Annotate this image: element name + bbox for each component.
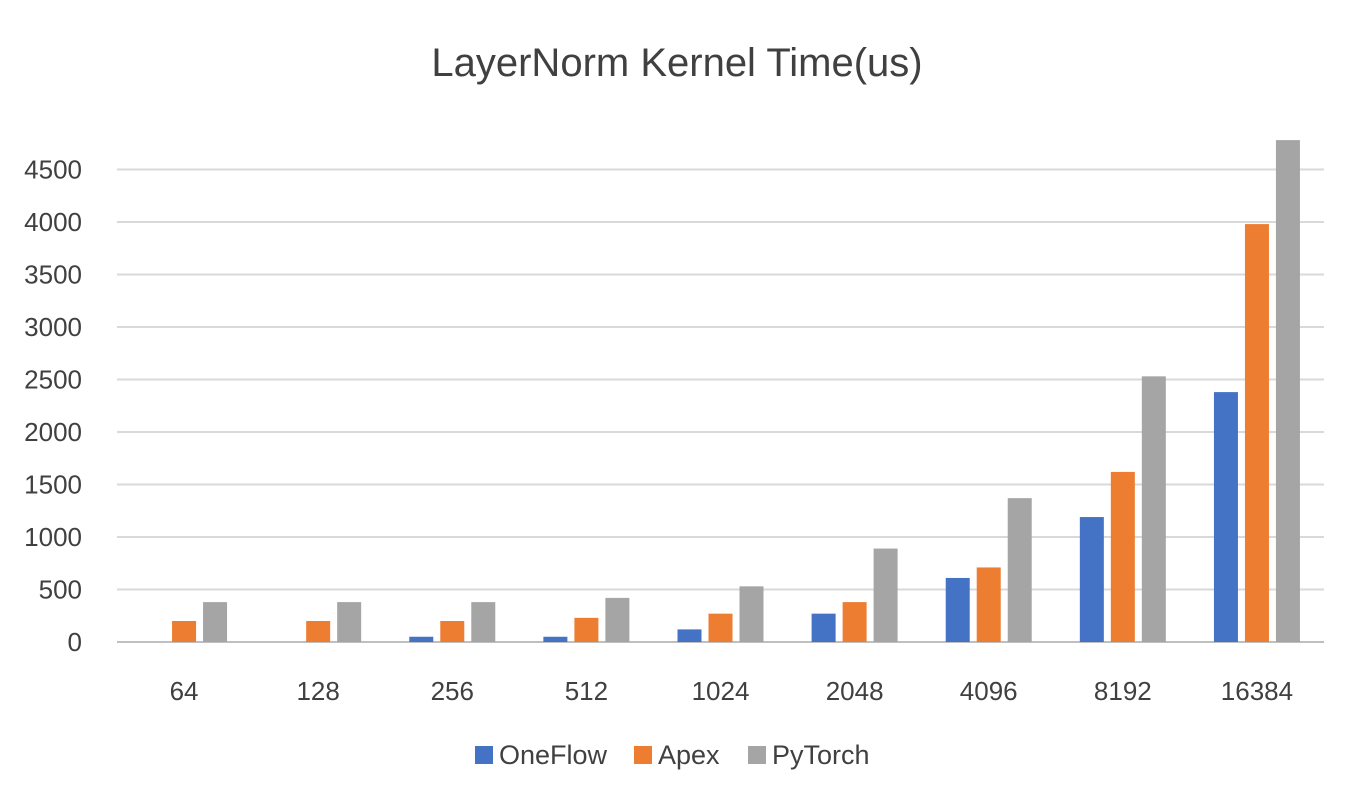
chart-title: LayerNorm Kernel Time(us)	[431, 41, 922, 85]
x-tick-label: 64	[170, 676, 199, 706]
bar-apex-4096	[976, 567, 1001, 642]
legend-swatch-oneflow	[475, 746, 493, 764]
bar-apex-256	[440, 621, 465, 642]
x-axis-tick-labels: 64 128 256 512 1024 2048 4096 8192 16384	[170, 676, 1294, 706]
bar-pytorch-128	[337, 602, 362, 642]
legend: OneFlow Apex PyTorch	[475, 740, 870, 770]
bar-oneflow-256	[409, 636, 434, 642]
bar-apex-1024	[708, 613, 733, 642]
bar-oneflow-4096	[945, 577, 970, 642]
y-tick-label: 500	[39, 575, 82, 605]
bar-apex-8192	[1110, 471, 1135, 642]
y-tick-label: 2000	[24, 417, 82, 447]
x-tick-label: 128	[296, 676, 339, 706]
y-tick-label: 4500	[24, 155, 82, 185]
x-tick-label: 16384	[1221, 676, 1293, 706]
bar-oneflow-1024	[677, 629, 702, 642]
legend-swatch-apex	[634, 746, 652, 764]
y-tick-label: 4000	[24, 207, 82, 237]
bar-oneflow-8192	[1079, 517, 1104, 642]
bar-pytorch-16384	[1275, 140, 1300, 642]
x-tick-label: 4096	[960, 676, 1018, 706]
x-tick-label: 512	[565, 676, 608, 706]
x-tick-label: 2048	[826, 676, 884, 706]
legend-label-apex: Apex	[658, 740, 720, 770]
legend-label-pytorch: PyTorch	[772, 740, 870, 770]
bar-pytorch-512	[605, 597, 630, 642]
bar-apex-16384	[1244, 224, 1269, 642]
bar-apex-64	[172, 621, 197, 642]
bar-pytorch-8192	[1141, 376, 1166, 642]
x-tick-label: 256	[431, 676, 474, 706]
bar-pytorch-256	[471, 602, 496, 642]
x-tick-label: 8192	[1094, 676, 1152, 706]
y-tick-label: 0	[68, 627, 82, 657]
y-axis-tick-labels: 0 500 1000 1500 2000 2500 3000 3500 4000 4500	[24, 155, 82, 658]
bar-apex-128	[306, 621, 331, 642]
bar-oneflow-512	[543, 636, 568, 642]
x-tick-label: 1024	[692, 676, 750, 706]
bar-pytorch-4096	[1007, 498, 1032, 642]
legend-swatch-pytorch	[748, 746, 766, 764]
bar-oneflow-2048	[811, 613, 836, 642]
y-tick-label: 2500	[24, 365, 82, 395]
legend-label-oneflow: OneFlow	[499, 740, 608, 770]
y-tick-label: 3500	[24, 260, 82, 290]
bar-pytorch-1024	[739, 586, 764, 642]
bar-pytorch-64	[203, 602, 228, 642]
bars	[172, 140, 1300, 642]
bar-oneflow-16384	[1213, 392, 1238, 642]
bar-apex-512	[574, 617, 599, 642]
grid-lines	[117, 168, 1324, 643]
y-tick-label: 3000	[24, 312, 82, 342]
y-tick-label: 1000	[24, 522, 82, 552]
bar-pytorch-2048	[873, 548, 898, 642]
bar-apex-2048	[842, 602, 867, 642]
y-tick-label: 1500	[24, 470, 82, 500]
